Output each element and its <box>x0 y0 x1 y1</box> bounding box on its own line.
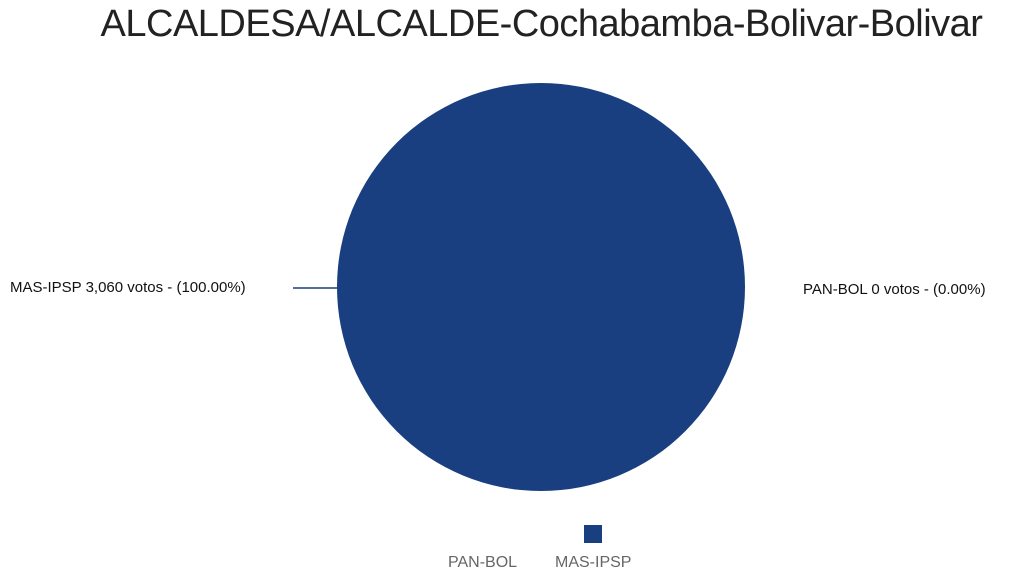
chart-title: ALCALDESA/ALCALDE-Cochabamba-Bolivar-Bol… <box>100 3 983 45</box>
data-label-pan-bol: PAN-BOL 0 votos - (0.00%) <box>803 281 986 298</box>
pie-slice-mas-ipsp[interactable] <box>337 83 745 491</box>
legend-item-pan-bol[interactable]: PAN-BOL <box>448 520 517 573</box>
legend-swatch-pan-bol <box>473 525 492 543</box>
legend-label: MAS-IPSP <box>555 554 632 571</box>
data-label-mas-ipsp: MAS-IPSP 3,060 votos - (100.00%) <box>10 279 246 296</box>
legend-item-mas-ipsp[interactable]: MAS-IPSP <box>555 520 631 573</box>
legend-swatch-mas-ipsp <box>584 525 603 543</box>
legend-label: PAN-BOL <box>448 554 518 571</box>
legend: PAN-BOL MAS-IPSP <box>0 520 1028 580</box>
